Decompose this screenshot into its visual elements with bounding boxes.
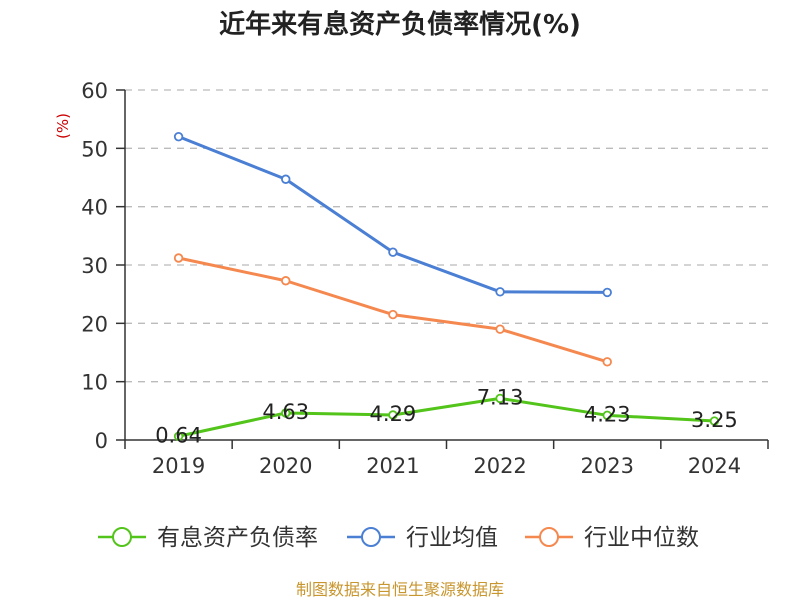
data-point (495, 393, 505, 404)
data-point (388, 247, 398, 257)
series-line (178, 135, 608, 294)
legend-marker (539, 527, 559, 547)
y-axis-unit-label: (%) (54, 113, 72, 139)
data-point (281, 408, 291, 418)
legend-marker (361, 527, 381, 547)
x-tick-label: 2022 (473, 454, 526, 478)
source-note: 制图数据来自恒生聚源数据库 (296, 580, 504, 599)
x-tick-label: 2020 (259, 454, 312, 478)
grid-lines (125, 89, 768, 383)
legend-label: 行业中位数 (584, 525, 699, 551)
data-point (281, 276, 291, 286)
data-point (388, 309, 398, 320)
data-point (602, 410, 612, 421)
data-point (495, 324, 505, 334)
x-tick-label: 2019 (152, 454, 205, 478)
y-tick-labels: 0 10 20 30 40 50 60 (81, 79, 108, 453)
y-tick-label: 40 (81, 196, 108, 220)
x-tick-labels: 2019 2020 2021 2022 2023 2024 (152, 454, 741, 478)
data-label: 4.23 (584, 402, 631, 426)
data-point (281, 174, 291, 184)
data-point (495, 287, 505, 297)
data-point (709, 416, 720, 426)
data-label: 0.64 (155, 423, 202, 447)
data-point (173, 253, 184, 263)
y-tick-label: 20 (81, 312, 108, 336)
legend-label: 行业均值 (406, 525, 498, 551)
x-tick-label: 2023 (581, 454, 634, 478)
x-tick-label: 2021 (366, 454, 419, 478)
axes (116, 89, 769, 449)
x-tick-label: 2024 (688, 454, 741, 478)
series-1 (173, 131, 612, 298)
legend-marker (112, 527, 132, 547)
y-tick-label: 10 (81, 371, 108, 395)
y-tick-label: 30 (81, 254, 108, 278)
legend-label: 有息资产负债率 (157, 525, 318, 551)
chart-title: 近年来有息资产负债率情况(%) (219, 9, 581, 40)
data-point (602, 287, 612, 298)
data-point (173, 431, 184, 441)
legend: 有息资产负债率 行业均值 行业中位数 (98, 525, 699, 551)
data-label: 3.25 (691, 408, 738, 432)
y-tick-label: 60 (81, 79, 108, 103)
series-0: 0.64 4.63 4.29 7.13 4.23 3.25 (155, 385, 738, 447)
y-tick-label: 50 (81, 137, 108, 161)
y-tick-label: 0 (95, 429, 108, 453)
data-point (388, 410, 398, 420)
series-line (178, 396, 715, 438)
data-label: 7.13 (477, 385, 524, 409)
data-label: 4.63 (262, 400, 309, 424)
series-2 (173, 253, 612, 367)
data-label: 4.29 (370, 402, 417, 426)
data-point (173, 131, 184, 142)
data-point (602, 357, 612, 367)
series-group: 0.64 4.63 4.29 7.13 4.23 3.25 (155, 131, 738, 447)
